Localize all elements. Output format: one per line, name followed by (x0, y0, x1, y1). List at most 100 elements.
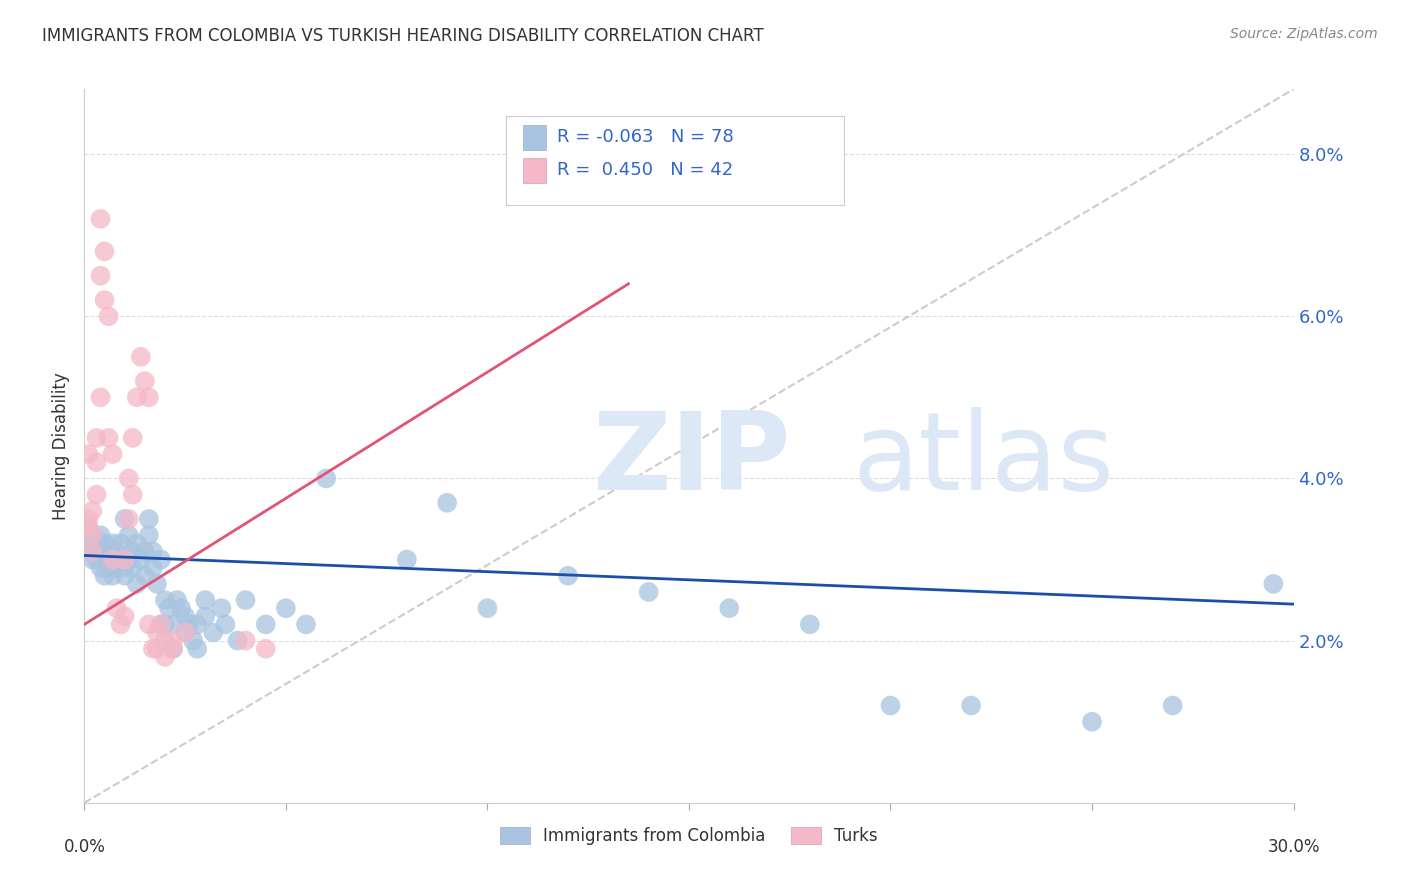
Point (93, 293, 115, 307)
Point (142, 544, 165, 558)
Point (174, 609, 197, 624)
Point (209, 601, 232, 615)
Point (89, 390, 111, 404)
Point (477, 601, 499, 615)
Point (162, 617, 184, 632)
Point (138, 390, 160, 404)
Point (82, 528, 104, 542)
Point (174, 625, 197, 640)
Point (436, 496, 458, 510)
Point (295, 617, 318, 632)
Point (105, 601, 128, 615)
Point (82, 528, 104, 542)
Point (101, 552, 124, 566)
Point (142, 641, 165, 656)
Point (138, 617, 160, 632)
Point (149, 617, 172, 632)
Point (89, 560, 111, 574)
Point (1263, 577, 1285, 591)
Point (134, 568, 156, 582)
Point (86, 536, 108, 550)
Point (254, 641, 277, 656)
Point (97, 560, 120, 574)
Point (1161, 698, 1184, 713)
Point (146, 641, 169, 656)
Text: R =  0.450   N = 42: R = 0.450 N = 42 (557, 161, 733, 179)
Point (125, 390, 148, 404)
Point (89, 268, 111, 283)
Point (101, 536, 124, 550)
Point (146, 625, 169, 640)
Point (121, 431, 143, 445)
Point (226, 633, 249, 648)
Point (118, 552, 141, 566)
Point (174, 625, 197, 640)
Point (89, 544, 111, 558)
Point (86, 552, 108, 566)
Point (101, 447, 124, 461)
Text: R = -0.063   N = 78: R = -0.063 N = 78 (557, 128, 734, 146)
Point (315, 471, 337, 485)
Text: atlas: atlas (852, 408, 1114, 513)
Point (149, 617, 172, 632)
Point (93, 552, 115, 566)
Point (118, 512, 141, 526)
Point (114, 609, 136, 624)
Point (186, 617, 208, 632)
Point (879, 698, 901, 713)
Point (274, 601, 297, 615)
Point (129, 350, 152, 364)
Point (138, 528, 160, 542)
Point (395, 552, 418, 566)
Point (97, 431, 120, 445)
Point (101, 552, 124, 566)
Point (105, 544, 128, 558)
Text: Source: ZipAtlas.com: Source: ZipAtlas.com (1230, 27, 1378, 41)
Legend: Immigrants from Colombia, Turks: Immigrants from Colombia, Turks (494, 820, 884, 852)
Point (162, 641, 184, 656)
Point (105, 560, 128, 574)
Point (114, 552, 136, 566)
Point (97, 544, 120, 558)
Point (89, 211, 111, 226)
Point (157, 601, 180, 615)
Point (86, 488, 108, 502)
Point (153, 649, 176, 664)
Point (179, 617, 201, 632)
Point (77, 520, 100, 534)
Text: IMMIGRANTS FROM COLOMBIA VS TURKISH HEARING DISABILITY CORRELATION CHART: IMMIGRANTS FROM COLOMBIA VS TURKISH HEAR… (42, 27, 763, 45)
Point (93, 244, 115, 259)
Point (637, 585, 659, 599)
Point (149, 552, 172, 566)
Point (214, 617, 236, 632)
Point (162, 641, 184, 656)
Point (121, 544, 143, 558)
Point (1081, 714, 1104, 729)
Point (114, 568, 136, 582)
Point (121, 560, 143, 574)
Point (134, 374, 156, 388)
Point (82, 544, 104, 558)
Point (125, 577, 148, 591)
Point (166, 593, 188, 607)
Point (202, 625, 225, 640)
Point (110, 552, 132, 566)
Text: 30.0%: 30.0% (1267, 838, 1320, 856)
Point (186, 641, 208, 656)
Point (153, 617, 176, 632)
Point (101, 568, 124, 582)
Point (557, 568, 579, 582)
Point (170, 601, 193, 615)
Text: 0.0%: 0.0% (63, 838, 105, 856)
Point (121, 488, 143, 502)
Point (235, 593, 257, 607)
Point (153, 593, 176, 607)
Point (93, 568, 115, 582)
Point (138, 512, 160, 526)
Point (799, 617, 821, 632)
Point (77, 447, 100, 461)
Point (97, 310, 120, 324)
Point (235, 633, 257, 648)
Point (82, 504, 104, 518)
Point (118, 528, 141, 542)
